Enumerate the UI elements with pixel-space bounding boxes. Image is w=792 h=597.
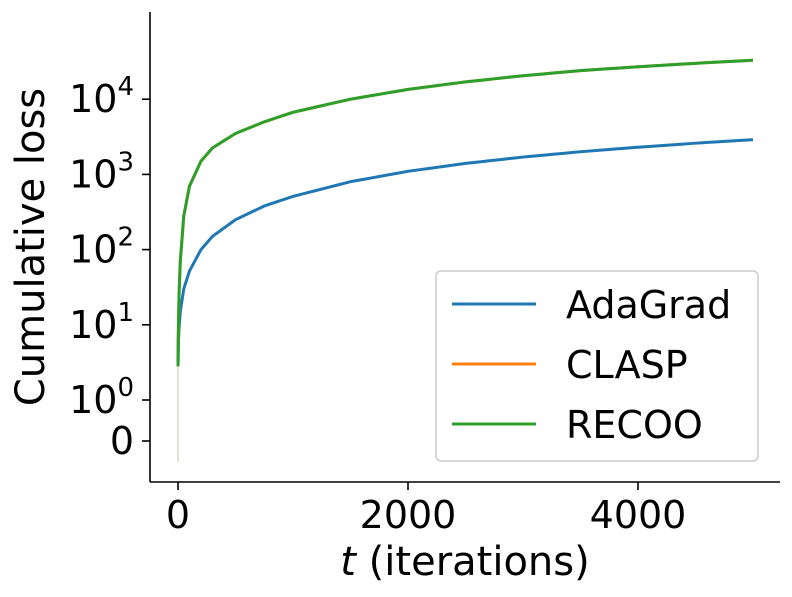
y-axis-label: Cumulative loss xyxy=(8,88,54,406)
x-axis-label: t (iterations) xyxy=(340,539,589,585)
series-line-recoo xyxy=(176,58,754,367)
x-axis-label-rest: (iterations) xyxy=(356,539,590,585)
legend-label-recoo: RECOO xyxy=(566,403,703,447)
x-tick-label-0: 0 xyxy=(166,493,190,537)
y-tick-label-10000: 104 xyxy=(69,72,134,121)
y-tick-label-10: 101 xyxy=(69,298,134,347)
legend-label-adagrad: AdaGrad xyxy=(566,283,731,327)
y-tick-label-100: 102 xyxy=(69,223,134,272)
x-tick-label-2000: 2000 xyxy=(360,493,457,537)
legend-box xyxy=(435,270,759,462)
series-lines xyxy=(176,58,754,462)
y-tick-label-1000: 103 xyxy=(69,147,134,196)
legend-label-clasp: CLASP xyxy=(566,343,688,387)
x-tick-label-4000: 4000 xyxy=(590,493,687,537)
x-axis-label-var: t xyxy=(340,539,357,585)
y-tick-label-0: 0 xyxy=(110,419,134,463)
x-ticks: 0 2000 4000 xyxy=(166,482,686,537)
y-tick-label-1: 100 xyxy=(69,373,134,422)
legend: AdaGrad CLASP RECOO xyxy=(435,270,759,462)
